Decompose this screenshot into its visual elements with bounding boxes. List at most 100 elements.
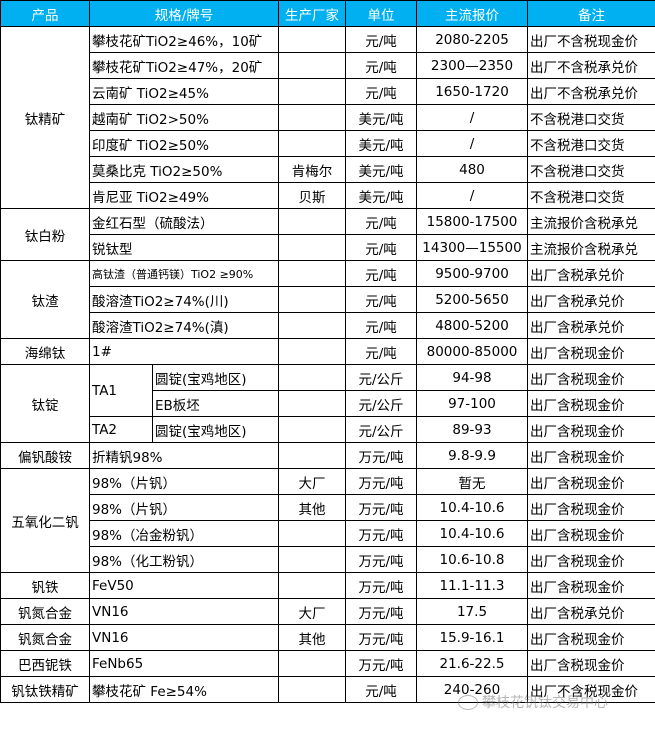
unit-cell: 元/吨	[345, 260, 417, 287]
note-cell: 出厂含税现金价	[527, 442, 655, 469]
maker-cell	[278, 260, 346, 287]
spec-cell: 圆锭(宝鸡地区)	[152, 364, 279, 391]
price-cell: 1650-1720	[416, 78, 528, 105]
spec-cell: 折精钒98%	[89, 442, 279, 469]
unit-cell: 元/吨	[345, 234, 417, 261]
spec-cell: 攀枝花矿 Fe≥54%	[89, 676, 279, 703]
maker-cell	[278, 286, 346, 313]
price-cell: 10.6-10.8	[416, 546, 528, 573]
note-cell: 出厂含税承兑价	[527, 598, 655, 625]
spec-cell: 98%（片钒）	[89, 494, 279, 521]
table-row: 酸溶渣TiO2≥74%(滇) 元/吨 4800-5200 出厂含税承兑价	[1, 312, 655, 339]
note-cell: 不含税港口交货	[527, 104, 655, 131]
maker-cell: 其他	[278, 624, 346, 651]
table-row: 钛渣 高钛渣（普通钙镁）TiO2 ≥90% 元/吨 9500-9700 出厂含税承兑价	[0, 260, 655, 339]
note-cell: 出厂不含税现金价	[527, 26, 655, 53]
spec-cell: FeV50	[89, 572, 279, 599]
spec-cell: VN16	[89, 624, 279, 651]
price-cell: 5200-5650	[416, 286, 528, 313]
maker-cell: 贝斯	[278, 182, 346, 209]
note-cell: 出厂含税现金价	[527, 390, 655, 417]
table-body: 钛精矿 攀枝花矿TiO2≥46%，10矿 元/吨 2080-2205 出厂不含税现金价攀…	[0, 26, 655, 703]
price-cell: /	[416, 104, 528, 131]
maker-cell	[278, 78, 346, 105]
table-row: 锐钛型 元/吨 14300—15500 主流报价含税承兑	[1, 234, 655, 261]
table-row: 钒钛铁精矿 攀枝花矿 Fe≥54% 元/吨 240-260 出厂不含税现金价	[0, 676, 655, 703]
wechat-icon	[458, 694, 478, 710]
spec-cell: 越南矿 TiO2>50%	[89, 104, 279, 131]
maker-cell	[278, 364, 346, 391]
spec-cell: 高钛渣（普通钙镁）TiO2 ≥90%	[89, 260, 279, 287]
maker-cell	[278, 520, 346, 547]
unit-cell: 万元/吨	[345, 624, 417, 651]
spec-cell: 印度矿 TiO2≥50%	[89, 130, 279, 157]
unit-cell: 元/吨	[345, 26, 417, 53]
watermark: 攀枝花钒钛交易中心	[458, 692, 608, 712]
price-cell: 10.4-10.6	[416, 494, 528, 521]
header-spec: 规格/牌号	[89, 0, 279, 27]
unit-cell: 元/吨	[345, 676, 417, 703]
product-cell: 海绵钛	[0, 338, 90, 365]
price-cell: 480	[416, 156, 528, 183]
header-row: 产品 规格/牌号 生产厂家 单位 主流报价 备注	[0, 0, 655, 27]
unit-cell: 元/公斤	[345, 416, 417, 443]
price-cell: 11.1-11.3	[416, 572, 528, 599]
header-product: 产品	[0, 0, 90, 27]
price-cell: 97-100	[416, 390, 528, 417]
note-cell: 出厂含税现金价	[527, 520, 655, 547]
price-cell: 89-93	[416, 416, 528, 443]
grade-cell: TA1	[89, 364, 153, 417]
maker-cell	[278, 130, 346, 157]
price-cell: /	[416, 130, 528, 157]
grade-cell: TA2	[89, 416, 153, 443]
note-cell: 出厂含税现金价	[527, 624, 655, 651]
maker-cell	[278, 52, 346, 79]
table-row: 五氧化二钒 98%（片钒） 大厂 万元/吨 暂无 出厂含税现金价	[0, 468, 655, 573]
table-row: 钛锭 TA1 圆锭(宝鸡地区) 元/公斤 94-98 出厂含税现金价	[0, 364, 655, 443]
spec-cell: VN16	[89, 598, 279, 625]
table-row: 越南矿 TiO2>50% 美元/吨 / 不含税港口交货	[1, 104, 655, 131]
table-row: 钒氮合金 VN16 大厂 万元/吨 17.5 出厂含税承兑价	[0, 598, 655, 625]
note-cell: 主流报价含税承兑	[527, 208, 655, 235]
maker-cell	[278, 312, 346, 339]
product-cell: 偏钒酸铵	[0, 442, 90, 469]
price-cell: 80000-85000	[416, 338, 528, 365]
spec-cell: 攀枝花矿TiO2≥46%，10矿	[89, 26, 279, 53]
price-cell: 2080-2205	[416, 26, 528, 53]
spec-cell: EB板坯	[152, 390, 279, 417]
price-cell: /	[416, 182, 528, 209]
maker-cell	[278, 104, 346, 131]
spec-cell: 锐钛型	[89, 234, 279, 261]
table-row: 攀枝花矿TiO2≥47%，20矿 元/吨 2300—2350 出厂不含税承兑价	[1, 52, 655, 79]
note-cell: 出厂含税现金价	[527, 416, 655, 443]
unit-cell: 万元/吨	[345, 494, 417, 521]
unit-cell: 元/吨	[345, 286, 417, 313]
spec-cell: FeNb65	[89, 650, 279, 677]
maker-cell: 肯梅尔	[278, 156, 346, 183]
unit-cell: 美元/吨	[345, 104, 417, 131]
maker-cell	[278, 234, 346, 261]
unit-cell: 万元/吨	[345, 572, 417, 599]
unit-cell: 万元/吨	[345, 650, 417, 677]
maker-cell	[278, 650, 346, 677]
spec-cell: 98%（片钒）	[89, 468, 279, 495]
unit-cell: 元/公斤	[345, 390, 417, 417]
table-row: 钛精矿 攀枝花矿TiO2≥46%，10矿 元/吨 2080-2205 出厂不含税现金价	[0, 26, 655, 209]
note-cell: 出厂含税现金价	[527, 338, 655, 365]
maker-cell	[278, 546, 346, 573]
price-cell: 15.9-16.1	[416, 624, 528, 651]
unit-cell: 万元/吨	[345, 520, 417, 547]
maker-cell: 其他	[278, 494, 346, 521]
maker-cell	[278, 208, 346, 235]
unit-cell: 元/吨	[345, 52, 417, 79]
table-row: 巴西铌铁 FeNb65 万元/吨 21.6-22.5 出厂含税现金价	[0, 650, 655, 677]
unit-cell: 万元/吨	[345, 598, 417, 625]
price-cell: 9.8-9.9	[416, 442, 528, 469]
maker-cell	[278, 338, 346, 365]
note-cell: 出厂含税现金价	[527, 572, 655, 599]
table-row: 偏钒酸铵 折精钒98% 万元/吨 9.8-9.9 出厂含税现金价	[0, 442, 655, 469]
product-cell: 钛渣	[0, 260, 90, 339]
spec-cell: 圆锭(宝鸡地区)	[152, 416, 279, 443]
price-cell: 4800-5200	[416, 312, 528, 339]
note-cell: 出厂含税现金价	[527, 364, 655, 391]
